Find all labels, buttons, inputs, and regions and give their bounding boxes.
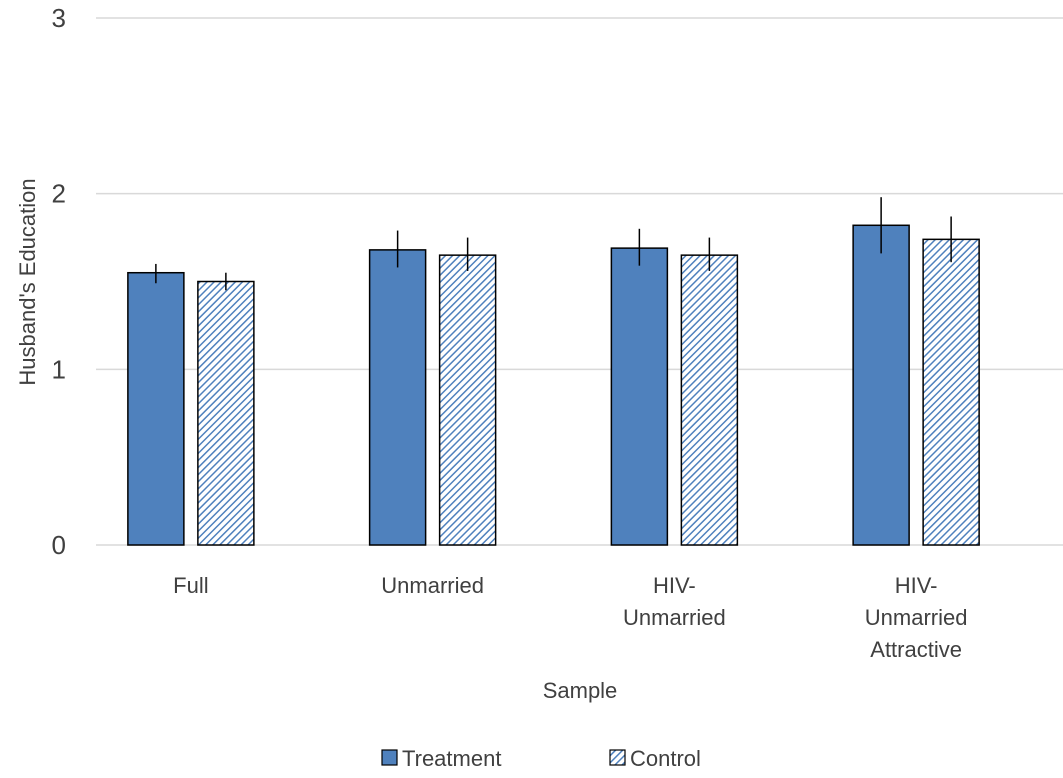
x-category-label: Full <box>173 573 208 598</box>
y-tick-label: 2 <box>52 179 66 209</box>
bar-control-1 <box>438 254 497 546</box>
bar-treatment-1 <box>368 249 427 546</box>
x-axis-title: Sample <box>543 678 618 703</box>
legend-label-control: Control <box>630 746 701 771</box>
bar-control-3 <box>922 238 980 546</box>
y-tick-label: 0 <box>52 530 66 560</box>
bar-treatment-3 <box>852 224 910 546</box>
bar-treatment-2 <box>610 247 669 546</box>
legend-label-treatment: Treatment <box>402 746 501 771</box>
legend-swatch-control <box>609 749 626 766</box>
y-tick-label: 1 <box>52 354 66 384</box>
x-category-label: HIV-Unmarried Attractive <box>865 573 968 662</box>
legend-swatch-treatment <box>381 749 398 766</box>
y-axis-title: Husband's Education <box>15 178 40 385</box>
x-category-label: Unmarried <box>381 573 484 598</box>
bar-treatment-0 <box>127 271 185 546</box>
bar-control-0 <box>197 280 255 546</box>
x-category-label: HIV-Unmarried <box>623 573 726 630</box>
y-tick-label: 3 <box>52 3 66 33</box>
bar-control-2 <box>680 254 739 546</box>
